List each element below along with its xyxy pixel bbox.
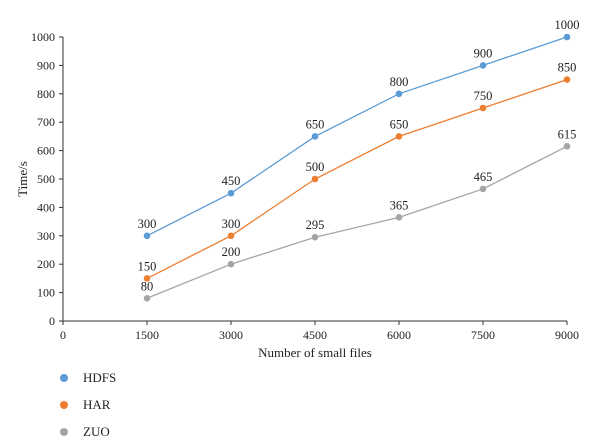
data-label-har: 150 xyxy=(138,259,157,273)
y-tick-label: 700 xyxy=(37,115,55,129)
data-label-zuo: 295 xyxy=(306,218,325,232)
x-tick-label: 6000 xyxy=(387,328,411,342)
data-label-zuo: 200 xyxy=(222,245,241,259)
series-line-zuo xyxy=(146,145,568,299)
x-tick-label: 1500 xyxy=(135,328,159,342)
x-tick-label: 3000 xyxy=(219,328,243,342)
y-tick-label: 900 xyxy=(37,58,55,72)
series-line-hdfs xyxy=(146,36,568,237)
y-tick-label: 300 xyxy=(37,229,55,243)
data-point-hdfs xyxy=(395,90,403,98)
data-point-hdfs xyxy=(143,232,151,240)
data-label-hdfs: 650 xyxy=(306,117,325,131)
x-tick-label: 0 xyxy=(60,328,66,342)
y-tick-label: 1000 xyxy=(31,30,55,44)
x-tick-label: 7500 xyxy=(471,328,495,342)
data-point-har xyxy=(563,76,571,83)
legend: HDFS HAR ZUO xyxy=(60,366,116,447)
y-axis-title: Time/s xyxy=(15,161,30,197)
data-label-hdfs: 450 xyxy=(222,174,241,188)
data-label-zuo: 80 xyxy=(141,279,154,293)
legend-marker-har xyxy=(60,401,68,409)
data-point-hdfs xyxy=(479,62,487,69)
data-point-zuo xyxy=(395,214,403,221)
data-point-har xyxy=(479,104,487,112)
line-chart: 0 100 200 300 400 500 600 700 800 900 1000 0 1500 300… xyxy=(15,18,580,360)
x-tick-label: 4500 xyxy=(303,328,327,342)
data-label-har: 850 xyxy=(558,61,577,75)
x-tick-label: 9000 xyxy=(555,328,579,342)
data-label-hdfs: 800 xyxy=(390,75,409,89)
legend-item-zuo: ZUO xyxy=(60,420,116,444)
data-label-har: 500 xyxy=(306,160,325,174)
data-point-har xyxy=(143,275,151,282)
data-label-hdfs: 900 xyxy=(474,46,493,60)
data-point-har xyxy=(227,232,235,240)
legend-item-har: HAR xyxy=(60,393,116,417)
legend-item-hdfs: HDFS xyxy=(60,366,116,390)
data-label-har: 750 xyxy=(474,89,493,103)
data-point-hdfs xyxy=(563,33,571,41)
legend-marker-hdfs xyxy=(60,374,68,382)
data-point-zuo xyxy=(563,143,571,150)
y-tick-label: 200 xyxy=(37,257,55,271)
data-point-zuo xyxy=(479,185,487,193)
data-point-zuo xyxy=(311,233,319,241)
data-label-har: 300 xyxy=(222,217,241,231)
data-point-har xyxy=(311,175,319,183)
y-tick-label: 0 xyxy=(49,314,55,328)
data-label-zuo: 615 xyxy=(558,127,577,141)
legend-label-zuo: ZUO xyxy=(83,424,110,439)
data-label-hdfs: 1000 xyxy=(555,18,580,32)
data-label-zuo: 465 xyxy=(474,170,493,184)
legend-label-har: HAR xyxy=(83,397,111,412)
y-tick-label: 100 xyxy=(37,286,55,300)
data-label-zuo: 365 xyxy=(390,198,409,212)
data-label-hdfs: 300 xyxy=(138,217,157,231)
series-line-har xyxy=(146,78,568,279)
data-point-hdfs xyxy=(227,189,235,197)
x-axis-title: Number of small files xyxy=(258,345,372,360)
data-point-zuo xyxy=(227,260,235,268)
data-point-har xyxy=(395,133,403,140)
legend-marker-zuo xyxy=(60,428,68,436)
y-tick-label: 500 xyxy=(37,172,55,186)
y-tick-label: 800 xyxy=(37,87,55,101)
y-tick-label: 600 xyxy=(37,144,55,158)
y-tick-label: 400 xyxy=(37,200,55,214)
data-point-zuo xyxy=(143,294,151,302)
legend-label-hdfs: HDFS xyxy=(83,370,117,385)
data-label-har: 650 xyxy=(390,117,409,131)
data-point-hdfs xyxy=(311,133,319,140)
